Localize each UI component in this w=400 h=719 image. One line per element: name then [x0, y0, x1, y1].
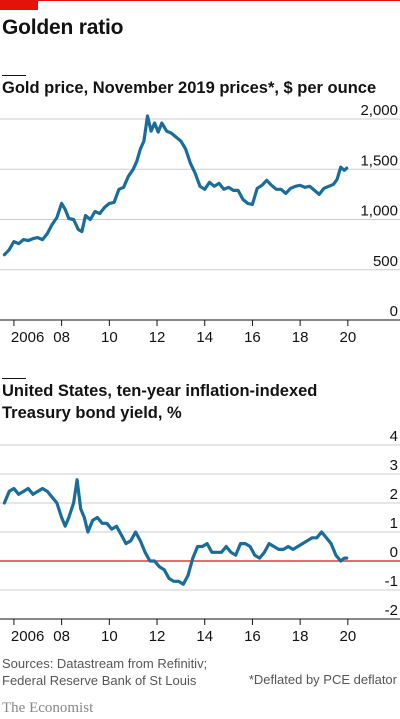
- footnote: *Deflated by PCE deflator: [248, 672, 397, 687]
- yield-chart-y-tick-label: -1: [385, 573, 398, 590]
- gold-chart-x-tick-label: 10: [101, 329, 118, 344]
- top-red-rule: [0, 0, 400, 1]
- chart1-title-rule: [2, 75, 26, 76]
- yield-chart-series-line: [2, 478, 349, 586]
- yield-chart-y-tick-label: 2: [390, 486, 398, 503]
- gold-chart-series-line: [2, 114, 349, 257]
- yield-chart-y-tick-label: -2: [385, 602, 398, 619]
- gold-chart-x-tick-label: 12: [149, 329, 166, 344]
- red-tab-logo-mark: [0, 0, 38, 10]
- gold-chart-x-tick-label: 14: [196, 329, 213, 344]
- gold-price-chart: 0 500 1,000 1,500 2,000 2006 08 10 12 14 16 18 20: [0, 104, 400, 344]
- gold-chart-x-tick-label: 2006: [11, 329, 44, 344]
- gold-chart-y-tick-label: 500: [373, 253, 398, 270]
- yield-chart-x-tick-label: 20: [340, 628, 357, 645]
- gold-chart-y-tick-label: 0: [390, 303, 398, 320]
- chart1-title: Gold price, November 2019 prices*, $ per…: [2, 79, 377, 97]
- gold-chart-x-tick-label: 18: [292, 329, 309, 344]
- gold-chart-x-tick-label: 20: [340, 329, 357, 344]
- yield-chart-y-tick-label: 4: [390, 428, 398, 445]
- yield-chart-x-tick-label: 10: [101, 628, 118, 645]
- page-title: Golden ratio: [2, 16, 124, 39]
- publisher-logo: The Economist: [2, 700, 94, 716]
- yield-chart-x-tick-label: 16: [244, 628, 261, 645]
- yield-chart-x-tick-label: 14: [196, 628, 213, 645]
- yield-chart-x-tick-label: 08: [53, 628, 70, 645]
- gold-chart-y-tick-label: 2,000: [360, 104, 398, 119]
- source-line-2: Federal Reserve Bank of St Louis: [2, 673, 197, 688]
- gold-chart-y-tick-label: 1,500: [360, 152, 398, 169]
- yield-chart-x-tick-label: 12: [149, 628, 166, 645]
- yield-chart-y-tick-label: 0: [390, 544, 398, 561]
- chart2-title: United States, ten-year inflation-indexe…: [2, 382, 318, 422]
- gold-chart-x-tick-label: 16: [244, 329, 261, 344]
- yield-chart-x-tick-label: 18: [292, 628, 309, 645]
- yield-chart-x-tick-label: 2006: [11, 628, 44, 645]
- yield-chart-y-tick-label: 1: [390, 515, 398, 532]
- source-line-1: Sources: Datastream from Refinitiv;: [2, 656, 208, 671]
- source-note: Sources: Datastream from Refinitiv; Fede…: [2, 655, 207, 689]
- yield-chart-y-tick-label: 3: [390, 457, 398, 474]
- chart2-title-rule: [2, 378, 26, 379]
- gold-chart-x-tick-label: 08: [53, 329, 70, 344]
- gold-chart-y-tick-label: 1,000: [360, 203, 398, 220]
